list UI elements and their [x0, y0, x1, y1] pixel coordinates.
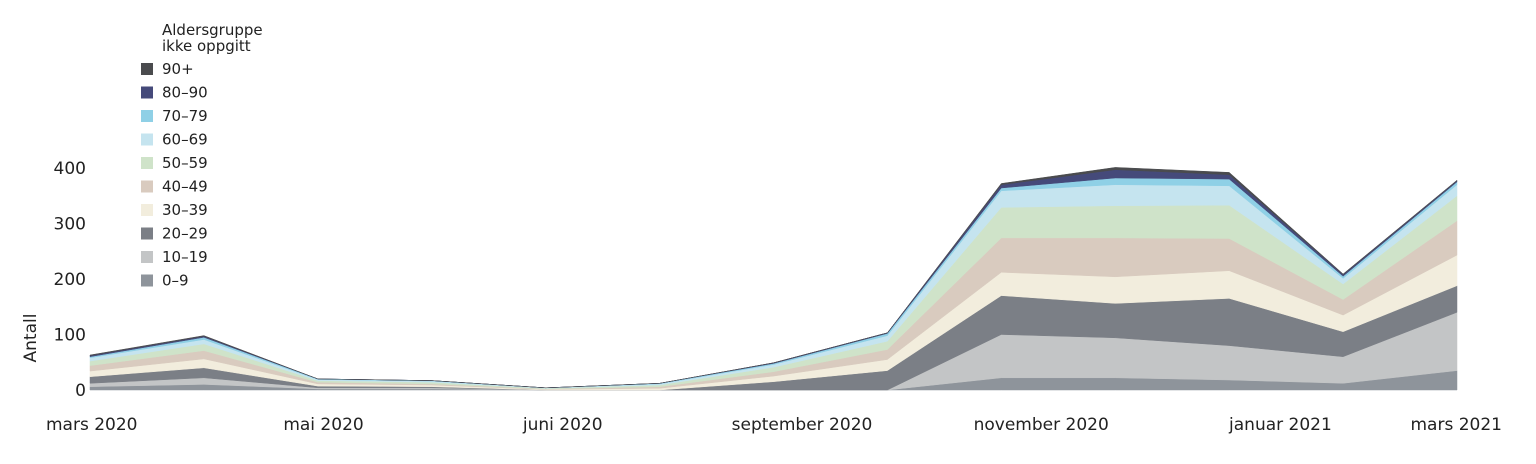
legend-label-7: 20–29 [162, 225, 208, 243]
legend-swatch-1 [141, 86, 153, 99]
legend-swatch-9 [141, 274, 153, 287]
legend-label-4: 50–59 [162, 154, 208, 172]
area-layer [89, 167, 1458, 391]
x-tick-label-6: mars 2021 [1411, 415, 1503, 435]
legend-label-1: 80–90 [162, 84, 208, 102]
y-axis: 0 100 200 300 400 [54, 159, 86, 401]
legend-swatch-2 [141, 110, 153, 122]
legend-swatch-4 [141, 157, 153, 169]
x-tick-label-4: november 2020 [974, 415, 1109, 435]
legend-swatch-5 [141, 180, 153, 193]
legend-title-line-1: Aldersgruppe [162, 21, 263, 39]
x-tick-label-0: mars 2020 [46, 415, 138, 435]
area-series-9 [89, 167, 1458, 389]
legend-swatch-8 [141, 251, 153, 263]
y-tick-label-2: 200 [54, 270, 86, 290]
legend-label-0: 90+ [162, 60, 194, 78]
legend-swatch-0 [141, 63, 153, 75]
y-axis-label: Antall [21, 314, 41, 363]
y-tick-label-0: 0 [75, 381, 86, 401]
legend-swatch-3 [141, 133, 153, 146]
legend-label-2: 70–79 [162, 107, 208, 125]
legend-label-9: 0–9 [162, 272, 189, 290]
legend-label-6: 30–39 [162, 201, 208, 219]
x-tick-label-5: januar 2021 [1228, 415, 1332, 435]
x-tick-label-2: juni 2020 [522, 415, 603, 435]
legend-label-3: 60–69 [162, 131, 208, 149]
y-tick-label-3: 300 [54, 215, 86, 235]
x-axis: mars 2020 mai 2020 juni 2020 september 2020… [46, 415, 1502, 435]
legend-label-8: 10–19 [162, 248, 208, 266]
x-tick-label-3: september 2020 [732, 415, 873, 435]
legend-label-5: 40–49 [162, 178, 208, 196]
y-tick-label-4: 400 [54, 159, 86, 179]
legend-swatch-7 [141, 227, 153, 240]
y-tick-label-1: 100 [54, 326, 86, 346]
legend-title-line-2: ikke oppgitt [162, 37, 251, 55]
legend-swatch-6 [141, 204, 153, 216]
x-tick-label-1: mai 2020 [283, 415, 363, 435]
